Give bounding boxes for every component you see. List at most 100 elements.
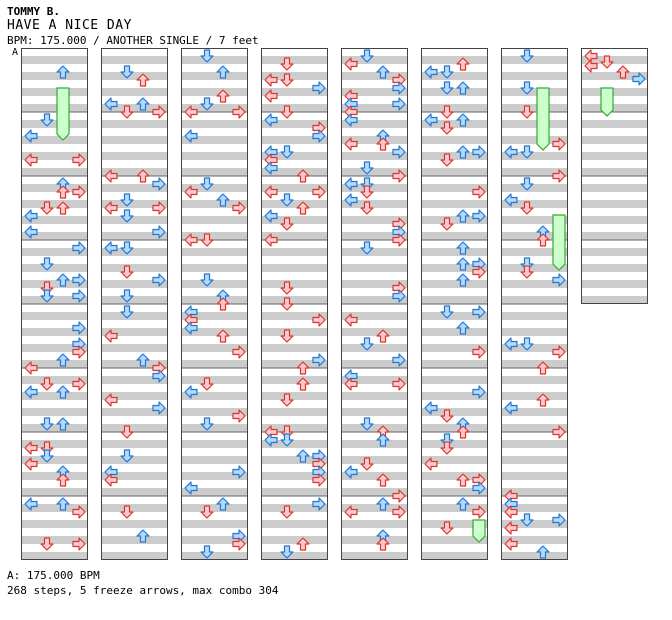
freeze-arrow — [600, 87, 614, 117]
step-arrow-left — [24, 129, 38, 143]
step-arrow-up — [376, 329, 390, 343]
stripe — [261, 456, 328, 464]
step-arrow-up — [456, 257, 470, 271]
step-arrow-up — [136, 353, 150, 367]
step-arrow-right — [392, 353, 406, 367]
step-arrow-left — [104, 201, 118, 215]
stripe — [501, 168, 568, 176]
stripe — [101, 408, 168, 416]
stripe — [181, 472, 248, 480]
stripe — [101, 152, 168, 160]
step-arrow-down — [40, 257, 54, 271]
column-border — [21, 48, 88, 560]
stripe — [21, 376, 88, 384]
freeze-arrow — [472, 519, 486, 543]
song-artist: TOMMY B. — [7, 5, 60, 18]
stripe — [261, 136, 328, 144]
stripe — [261, 392, 328, 400]
step-arrow-left — [24, 385, 38, 399]
stripe — [501, 248, 568, 256]
stripe — [101, 88, 168, 96]
stripe — [341, 344, 408, 352]
step-arrow-up — [376, 473, 390, 487]
step-arrow-down — [280, 329, 294, 343]
stripe — [101, 232, 168, 240]
step-arrow-down — [280, 281, 294, 295]
step-arrow-down — [40, 377, 54, 391]
step-arrow-right — [312, 81, 326, 95]
stripe — [261, 312, 328, 320]
step-arrow-right — [552, 345, 566, 359]
step-arrow-left — [184, 481, 198, 495]
stripe — [501, 328, 568, 336]
stripe — [261, 264, 328, 272]
stripe — [581, 264, 648, 272]
stripe — [261, 104, 328, 112]
step-arrow-left — [504, 521, 518, 535]
step-arrow-right — [152, 369, 166, 383]
step-arrow-right — [552, 425, 566, 439]
stripe — [21, 424, 88, 432]
stripe — [341, 120, 408, 128]
step-arrow-right — [152, 201, 166, 215]
stripe — [101, 296, 168, 304]
stripe — [501, 552, 568, 560]
step-arrow-up — [376, 65, 390, 79]
stripe — [341, 536, 408, 544]
step-arrow-down — [520, 81, 534, 95]
step-arrow-down — [520, 513, 534, 527]
step-arrow-down — [360, 185, 374, 199]
stripe — [501, 472, 568, 480]
step-arrow-down — [120, 105, 134, 119]
column-border — [501, 48, 568, 560]
stripe — [101, 120, 168, 128]
stripe — [421, 56, 488, 64]
stripe — [421, 408, 488, 416]
stripe — [501, 488, 568, 496]
stripe — [21, 328, 88, 336]
step-arrow-left — [184, 185, 198, 199]
stripe — [501, 264, 568, 272]
step-arrow-right — [392, 97, 406, 111]
stripe — [581, 216, 648, 224]
stripe — [181, 152, 248, 160]
step-arrow-left — [264, 89, 278, 103]
stripe — [21, 552, 88, 560]
step-arrow-up — [136, 73, 150, 87]
step-arrow-left — [424, 65, 438, 79]
stripe — [501, 232, 568, 240]
stripe — [501, 504, 568, 512]
step-arrow-down — [440, 65, 454, 79]
step-arrow-right — [72, 345, 86, 359]
stripe — [261, 296, 328, 304]
stripe — [21, 536, 88, 544]
step-arrow-right — [472, 305, 486, 319]
step-arrow-up — [216, 329, 230, 343]
step-arrow-down — [200, 273, 214, 287]
stripe — [421, 440, 488, 448]
step-arrow-left — [24, 361, 38, 375]
stripe — [421, 392, 488, 400]
stripe — [341, 296, 408, 304]
stripe — [181, 488, 248, 496]
stripe — [421, 376, 488, 384]
stripe — [101, 520, 168, 528]
step-arrow-right — [232, 537, 246, 551]
stripe — [101, 360, 168, 368]
step-arrow-down — [360, 161, 374, 175]
stripe — [21, 360, 88, 368]
step-arrow-down — [520, 177, 534, 191]
stripe — [341, 312, 408, 320]
stripe — [341, 72, 408, 80]
stripe — [21, 216, 88, 224]
stripe — [181, 88, 248, 96]
step-arrow-right — [232, 345, 246, 359]
stripe — [581, 296, 648, 304]
stripe — [261, 552, 328, 560]
step-arrow-left — [184, 321, 198, 335]
step-arrow-right — [472, 209, 486, 223]
step-arrow-right — [72, 505, 86, 519]
step-arrow-right — [472, 385, 486, 399]
step-arrow-left — [184, 233, 198, 247]
